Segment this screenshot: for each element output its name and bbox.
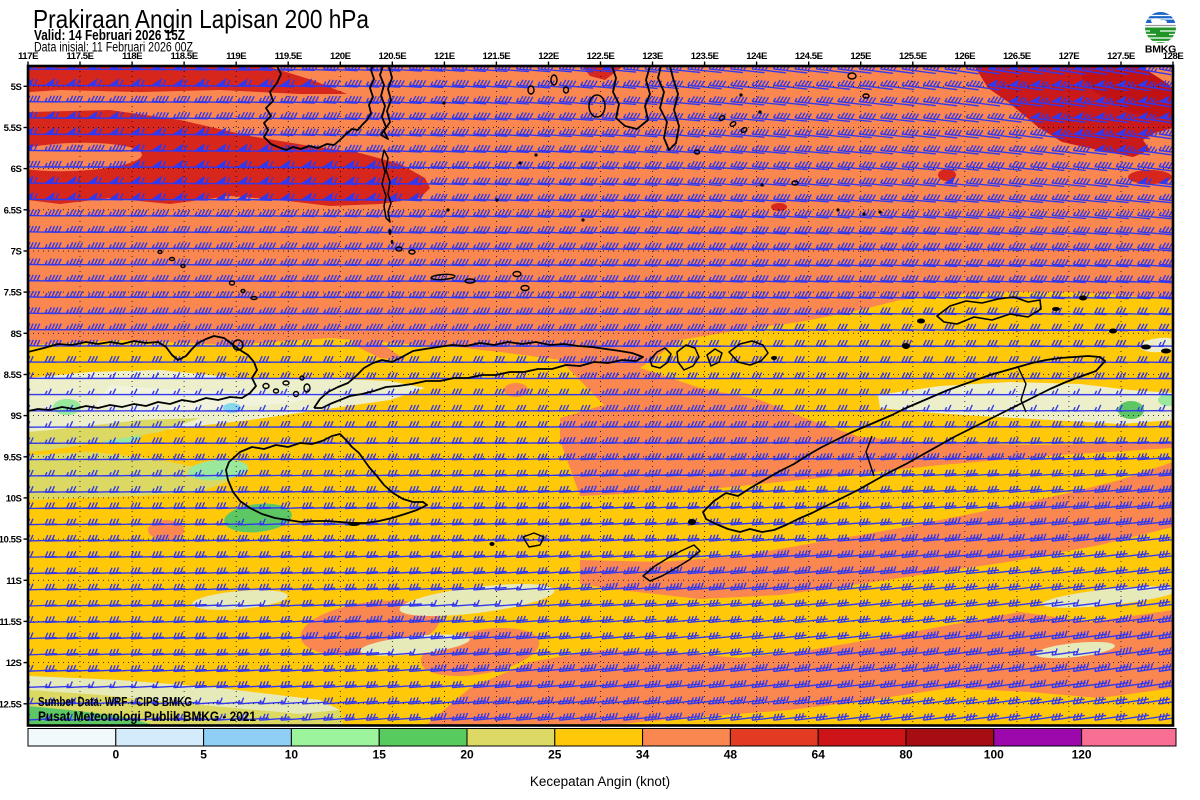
svg-text:127.5E: 127.5E (1107, 51, 1136, 62)
svg-text:Prakiraan Angin Lapisan 200 hP: Prakiraan Angin Lapisan 200 hPa (33, 4, 369, 34)
svg-text:121.5E: 121.5E (483, 51, 512, 62)
svg-text:6.5S: 6.5S (4, 205, 23, 216)
svg-text:12S: 12S (6, 658, 23, 669)
svg-text:6S: 6S (11, 164, 23, 175)
svg-text:117E: 117E (18, 51, 39, 62)
svg-text:126E: 126E (954, 51, 976, 62)
svg-text:122E: 122E (538, 51, 560, 62)
svg-text:25: 25 (548, 748, 562, 762)
svg-text:7.5S: 7.5S (4, 288, 23, 299)
svg-text:5.5S: 5.5S (4, 123, 23, 134)
svg-text:123E: 123E (642, 51, 664, 62)
svg-text:125.5E: 125.5E (899, 51, 928, 62)
svg-text:127E: 127E (1059, 51, 1081, 62)
svg-text:20: 20 (460, 748, 474, 762)
svg-text:122.5E: 122.5E (587, 51, 616, 62)
svg-text:124.5E: 124.5E (795, 51, 824, 62)
svg-text:Sumber Data: WRF - CIPS BMKG: Sumber Data: WRF - CIPS BMKG (38, 695, 192, 709)
svg-text:119E: 119E (226, 51, 247, 62)
svg-text:11.5S: 11.5S (0, 617, 23, 628)
svg-text:5S: 5S (11, 82, 23, 93)
svg-text:120: 120 (1072, 748, 1092, 762)
svg-text:125E: 125E (850, 51, 872, 62)
svg-text:119.5E: 119.5E (275, 51, 303, 62)
svg-text:120.5E: 120.5E (378, 51, 407, 62)
svg-text:121E: 121E (434, 51, 456, 62)
svg-text:10S: 10S (6, 493, 23, 504)
svg-text:0: 0 (112, 748, 119, 762)
svg-text:48: 48 (724, 748, 738, 762)
svg-text:BMKG: BMKG (1145, 44, 1176, 56)
svg-text:128E: 128E (1163, 51, 1185, 62)
svg-text:124E: 124E (746, 51, 768, 62)
svg-text:12.5S: 12.5S (0, 699, 23, 710)
svg-text:11S: 11S (6, 576, 22, 587)
svg-text:Data inisial: 11 Februari 2026: Data inisial: 11 Februari 2026 00Z (34, 40, 193, 55)
svg-text:5: 5 (200, 748, 207, 762)
svg-text:118.5E: 118.5E (171, 51, 199, 62)
svg-text:100: 100 (984, 748, 1004, 762)
svg-text:8S: 8S (11, 329, 23, 340)
svg-text:117.5E: 117.5E (66, 51, 94, 62)
svg-text:Valid: 14 Februari 2026 15Z: Valid: 14 Februari 2026 15Z (34, 27, 185, 44)
svg-text:Kecepatan Angin (knot): Kecepatan Angin (knot) (530, 774, 670, 789)
svg-text:7S: 7S (11, 247, 23, 258)
svg-text:64: 64 (812, 748, 826, 762)
svg-text:15: 15 (373, 748, 387, 762)
svg-text:8.5S: 8.5S (4, 370, 23, 381)
svg-text:120E: 120E (330, 51, 352, 62)
svg-text:10.5S: 10.5S (0, 535, 23, 546)
svg-text:Pusat Meteorologi Publik BMKG: Pusat Meteorologi Publik BMKG - 2021 (38, 708, 256, 724)
svg-text:80: 80 (899, 748, 913, 762)
svg-text:9S: 9S (11, 411, 23, 422)
svg-text:118E: 118E (122, 51, 143, 62)
svg-text:10: 10 (285, 748, 299, 762)
svg-text:123.5E: 123.5E (691, 51, 720, 62)
svg-text:34: 34 (636, 748, 650, 762)
svg-text:9.5S: 9.5S (4, 452, 23, 463)
svg-text:126.5E: 126.5E (1003, 51, 1032, 62)
